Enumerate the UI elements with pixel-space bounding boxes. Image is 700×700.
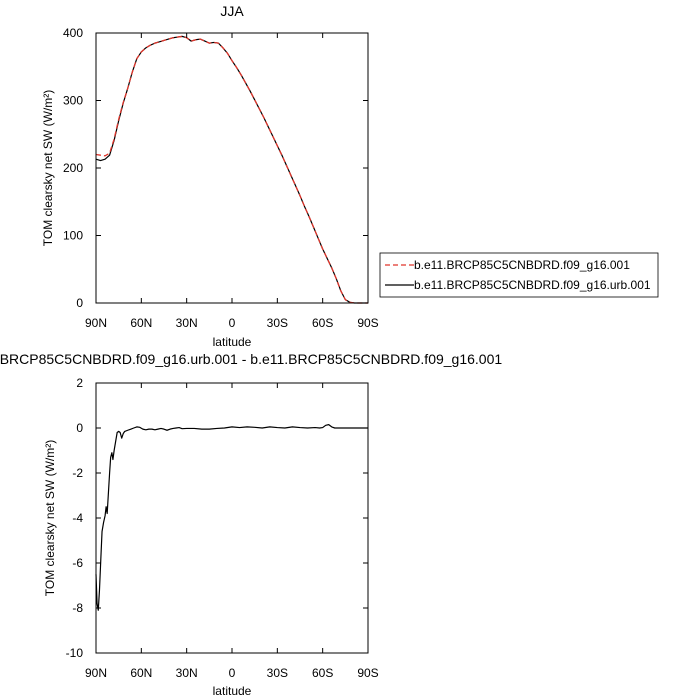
top-x-tick-label: 90S xyxy=(357,316,378,330)
top-x-tick-label: 0 xyxy=(229,316,236,330)
bottom-x-tick-label: 60N xyxy=(130,666,152,680)
top-series-layer xyxy=(95,35,368,304)
bottom-x-tick-label: 0 xyxy=(229,666,236,680)
top-x-tick-label: 90N xyxy=(85,316,107,330)
bottom-chart-title: b.e11.BRCP85C5CNBDRD.f09_g16.urb.001 - b… xyxy=(0,351,502,367)
bottom-plot-frame xyxy=(95,382,369,654)
top-series-line-1 xyxy=(95,35,368,304)
top-x-tick-label: 60S xyxy=(312,316,333,330)
bottom-y-tick-label: 2 xyxy=(76,376,83,390)
top-x-ticks: 90N 60N 30N 0 30S 60S 90S xyxy=(85,33,379,330)
bottom-y-tick-label: -2 xyxy=(72,466,83,480)
bottom-x-tick-label: 30S xyxy=(267,666,288,680)
top-y-tick-label: 400 xyxy=(63,26,83,40)
top-x-axis-label: latitude xyxy=(213,335,252,349)
bottom-y-ticks: -10 -8 -6 -4 -2 0 2 xyxy=(66,376,368,660)
legend: b.e11.BRCP85C5CNBDRD.f09_g16.001 b.e11.B… xyxy=(379,252,659,298)
top-y-tick-label: 0 xyxy=(76,296,83,310)
top-panel: JJA 90N 60N 30N 0 30S 60S 90S 0 100 200 300 400 la… xyxy=(41,3,379,349)
bottom-x-tick-label: 90N xyxy=(85,666,107,680)
top-y-tick-label: 300 xyxy=(63,94,83,108)
bottom-y-tick-label: -6 xyxy=(72,556,83,570)
bottom-y-tick-label: 0 xyxy=(76,421,83,435)
legend-label-series-2: b.e11.BRCP85C5CNBDRD.f09_g16.urb.001 xyxy=(414,278,651,292)
bottom-x-ticks: 90N 60N 30N 0 30S 60S 90S xyxy=(85,383,379,680)
top-x-tick-label: 30N xyxy=(176,316,198,330)
legend-box xyxy=(379,252,659,298)
top-y-tick-label: 200 xyxy=(63,161,83,175)
top-y-tick-label: 100 xyxy=(63,229,83,243)
top-x-tick-label: 60N xyxy=(130,316,152,330)
bottom-x-tick-label: 60S xyxy=(312,666,333,680)
bottom-x-tick-label: 30N xyxy=(176,666,198,680)
legend-label-series-1: b.e11.BRCP85C5CNBDRD.f09_g16.001 xyxy=(414,258,630,272)
bottom-x-tick-label: 90S xyxy=(357,666,378,680)
bottom-series-line-1 xyxy=(95,424,368,611)
top-chart-title: JJA xyxy=(220,3,244,19)
bottom-panel: b.e11.BRCP85C5CNBDRD.f09_g16.urb.001 - b… xyxy=(0,351,502,698)
bottom-y-axis-label: TOM clearsky net SW (W/m²) xyxy=(43,440,57,596)
top-series-line-2 xyxy=(95,35,368,304)
bottom-series-layer xyxy=(95,424,368,611)
bottom-y-tick-label: -4 xyxy=(72,511,83,525)
top-y-ticks: 0 100 200 300 400 xyxy=(63,26,368,310)
top-x-tick-label: 30S xyxy=(267,316,288,330)
bottom-y-tick-label: -8 xyxy=(72,601,83,615)
top-y-axis-label: TOM clearsky net SW (W/m²) xyxy=(41,90,55,246)
top-plot-frame xyxy=(95,32,369,304)
bottom-x-axis-label: latitude xyxy=(213,684,252,698)
bottom-y-tick-label: -10 xyxy=(66,646,84,660)
